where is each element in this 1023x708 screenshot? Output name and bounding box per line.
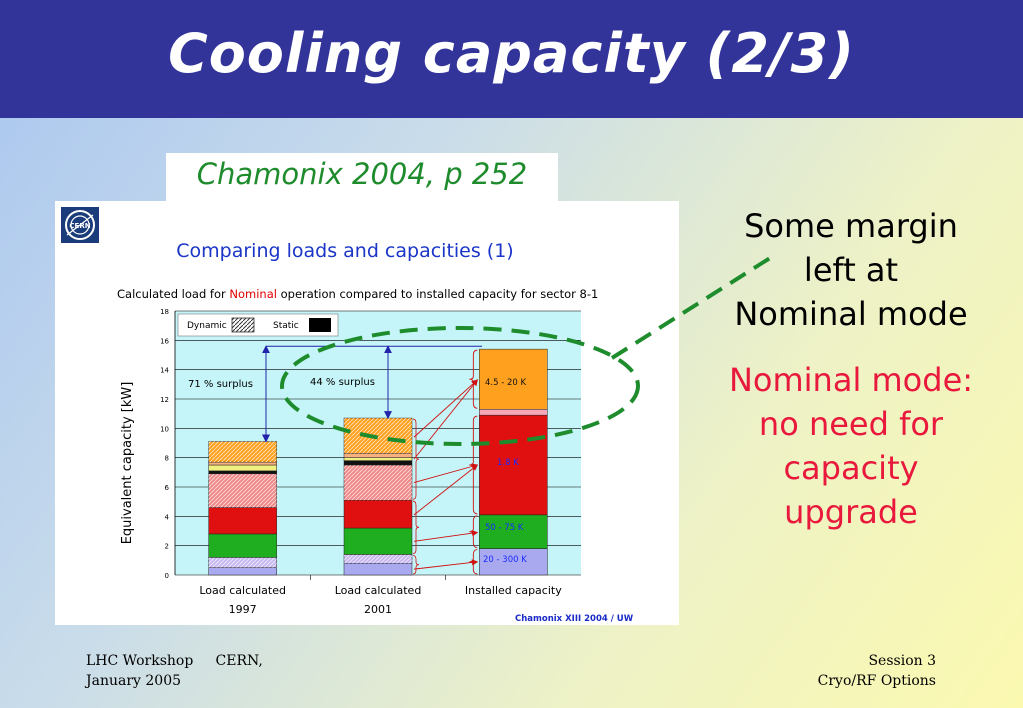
- mapping-arrow: [413, 379, 479, 438]
- y-axis-label: Equivalent capacity [kW]: [120, 382, 135, 545]
- bar-segment: [479, 348, 548, 410]
- bar-segment: [343, 527, 413, 555]
- bar-segment-hatch: [208, 473, 277, 508]
- bar-segment: [208, 507, 277, 535]
- subtitle-part-1: Calculated load for: [117, 287, 229, 301]
- subtitle-part-3: operation compared to installed capacity…: [277, 287, 598, 301]
- subtitle-part-2: Nominal: [229, 287, 277, 301]
- legend-static-label: Static: [273, 321, 299, 331]
- reference-box: Chamonix 2004, p 252: [166, 153, 558, 203]
- label-50-75k: 50 - 75 K: [485, 523, 524, 533]
- nominal-note: Nominal mode: no need for capacity upgra…: [716, 358, 986, 534]
- y-tick-label: 18: [160, 308, 169, 316]
- legend-static-swatch: [309, 318, 331, 332]
- mapping-arrow: [413, 559, 479, 570]
- y-tick-label: 6: [165, 484, 170, 492]
- mapping-arrow: [413, 379, 478, 460]
- y-tick-label: 16: [160, 337, 169, 345]
- bar-segment-hatch: [208, 557, 277, 568]
- y-tick-label: 4: [165, 513, 170, 521]
- label-45-20k: 4.5 - 20 K: [485, 378, 527, 388]
- x-category-label: Installed capacity: [465, 584, 562, 597]
- slide-title: Cooling capacity (2/3): [168, 22, 855, 85]
- y-tick-label: 10: [160, 425, 169, 433]
- bar-segment: [479, 548, 548, 576]
- nominal-note-line-2: no need for: [758, 405, 944, 443]
- x-category-label: 2001: [364, 603, 392, 616]
- footer-right: Session 3 Cryo/RF Options: [818, 651, 936, 691]
- nominal-note-line-1: Nominal mode:: [728, 361, 974, 399]
- highlight-ellipse: [280, 326, 640, 446]
- label-18k: 1.8 K: [497, 458, 519, 468]
- cern-logo: CERN: [61, 207, 99, 243]
- bar-segment-hatch: [208, 441, 277, 463]
- footer-left-line-2: January 2005: [86, 673, 182, 689]
- bar-segment: [479, 414, 548, 516]
- footer-right-line-1: Session 3: [868, 653, 936, 669]
- footer-left-line-1: LHC Workshop CERN,: [86, 653, 263, 669]
- footer-right-line-2: Cryo/RF Options: [817, 673, 936, 689]
- chart-svg: CERN Comparing loads and capacities (1) …: [61, 207, 634, 624]
- footer-left: LHC Workshop CERN, January 2005: [86, 651, 263, 691]
- svg-text:CERN: CERN: [69, 222, 90, 230]
- brace: [412, 555, 420, 575]
- brace: [412, 500, 420, 554]
- bar-segment-hatch: [344, 418, 412, 454]
- chart-title: Comparing loads and capacities (1): [176, 240, 513, 262]
- legend-dynamic-swatch: [231, 317, 255, 333]
- nominal-note-line-3: capacity: [783, 449, 919, 487]
- y-tick-label: 0: [165, 572, 169, 580]
- y-tick-label: 8: [165, 455, 169, 463]
- chart-subtitle: Calculated load for Nominal operation co…: [117, 287, 598, 301]
- margin-note-line-3: Nominal mode: [734, 295, 968, 333]
- surplus-label-1997: 71 % surplus: [188, 379, 253, 390]
- chart-source: Chamonix XIII 2004 / UW: [515, 614, 634, 624]
- x-category-label: 1997: [229, 603, 257, 616]
- chart-panel: CERN Comparing loads and capacities (1) …: [55, 201, 679, 625]
- y-tick-label: 2: [165, 543, 169, 551]
- legend-dynamic-label: Dynamic: [187, 321, 227, 331]
- mapping-arrow: [413, 464, 479, 516]
- title-bar: Cooling capacity (2/3): [0, 0, 1023, 118]
- margin-note-line-2: left at: [803, 251, 899, 289]
- x-category-label: Load calculated: [199, 584, 286, 597]
- mapping-arrow: [413, 463, 479, 484]
- reference-text: Chamonix 2004, p 252: [196, 157, 528, 191]
- label-20-300k: 20 - 300 K: [483, 555, 527, 565]
- bar-segment-hatch: [344, 554, 412, 564]
- brace: [412, 418, 420, 500]
- legend: Dynamic Static: [177, 313, 339, 337]
- y-tick-label: 12: [160, 396, 169, 404]
- surplus-label-2001: 44 % surplus: [310, 377, 375, 388]
- bar-segment: [479, 514, 548, 549]
- mapping-arrow: [413, 530, 479, 542]
- y-tick-label: 14: [160, 367, 169, 375]
- x-category-label: Load calculated: [335, 584, 422, 597]
- nominal-note-line-4: upgrade: [784, 493, 918, 531]
- bar-segment-hatch: [344, 465, 412, 501]
- margin-note-line-1: Some margin: [744, 207, 958, 245]
- bar-segment: [343, 499, 413, 529]
- highlight-pointer-line: [610, 256, 772, 360]
- margin-note: Some margin left at Nominal mode: [716, 204, 986, 336]
